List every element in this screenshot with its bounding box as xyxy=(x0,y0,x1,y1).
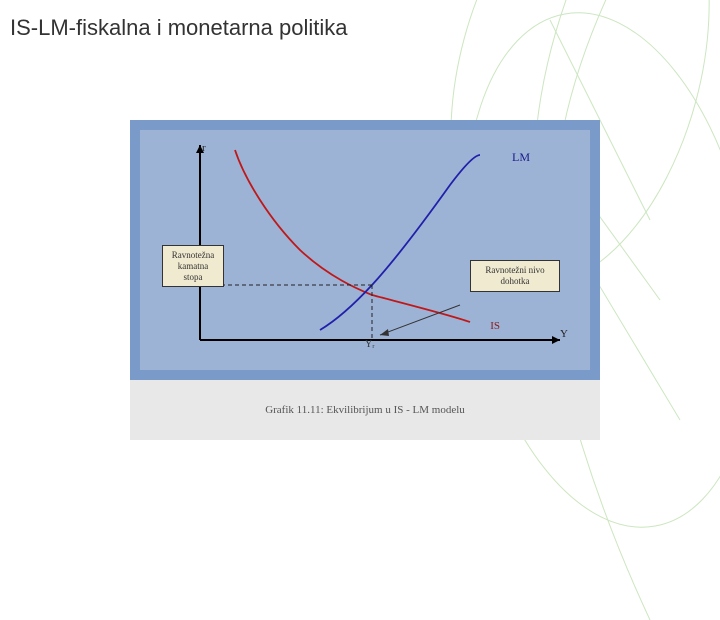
annotation-left-line2: kamatna xyxy=(178,261,209,271)
chart-caption-area: Grafik 11.11: Ekvilibrijum u IS - LM mod… xyxy=(130,380,600,440)
annotation-left-line1: Ravnotežna xyxy=(172,250,214,260)
chart-panel: r Y LM IS Yᵣ rᵣ Ravnotežna kamatna stopa… xyxy=(130,120,600,380)
annotation-right-line2: dohotka xyxy=(501,276,530,286)
x-axis-arrow xyxy=(552,336,560,344)
y-axis-label: r xyxy=(202,142,206,154)
chart-caption: Grafik 11.11: Ekvilibrijum u IS - LM mod… xyxy=(265,404,465,416)
annotation-right-box: Ravnotežni nivo dohotka xyxy=(470,260,560,292)
lm-curve xyxy=(320,155,480,330)
is-label: IS xyxy=(490,320,500,332)
annotation-left-box: Ravnotežna kamatna stopa xyxy=(162,245,224,287)
annotation-left-line3: stopa xyxy=(184,272,203,282)
annotation-right-line1: Ravnotežni nivo xyxy=(485,265,544,275)
lm-label: LM xyxy=(512,150,530,165)
chart-plot-area: r Y LM IS Yᵣ rᵣ Ravnotežna kamatna stopa… xyxy=(140,130,590,370)
is-curve xyxy=(235,150,470,322)
x-axis-label: Y xyxy=(560,328,568,340)
annotation-arrow-right-head xyxy=(380,329,389,336)
x-tick-yr: Yᵣ xyxy=(365,339,375,350)
chart-container: r Y LM IS Yᵣ rᵣ Ravnotežna kamatna stopa… xyxy=(130,120,600,440)
slide-title: IS-LM-fiskalna i monetarna politika xyxy=(10,15,347,41)
annotation-arrow-right xyxy=(380,305,460,335)
